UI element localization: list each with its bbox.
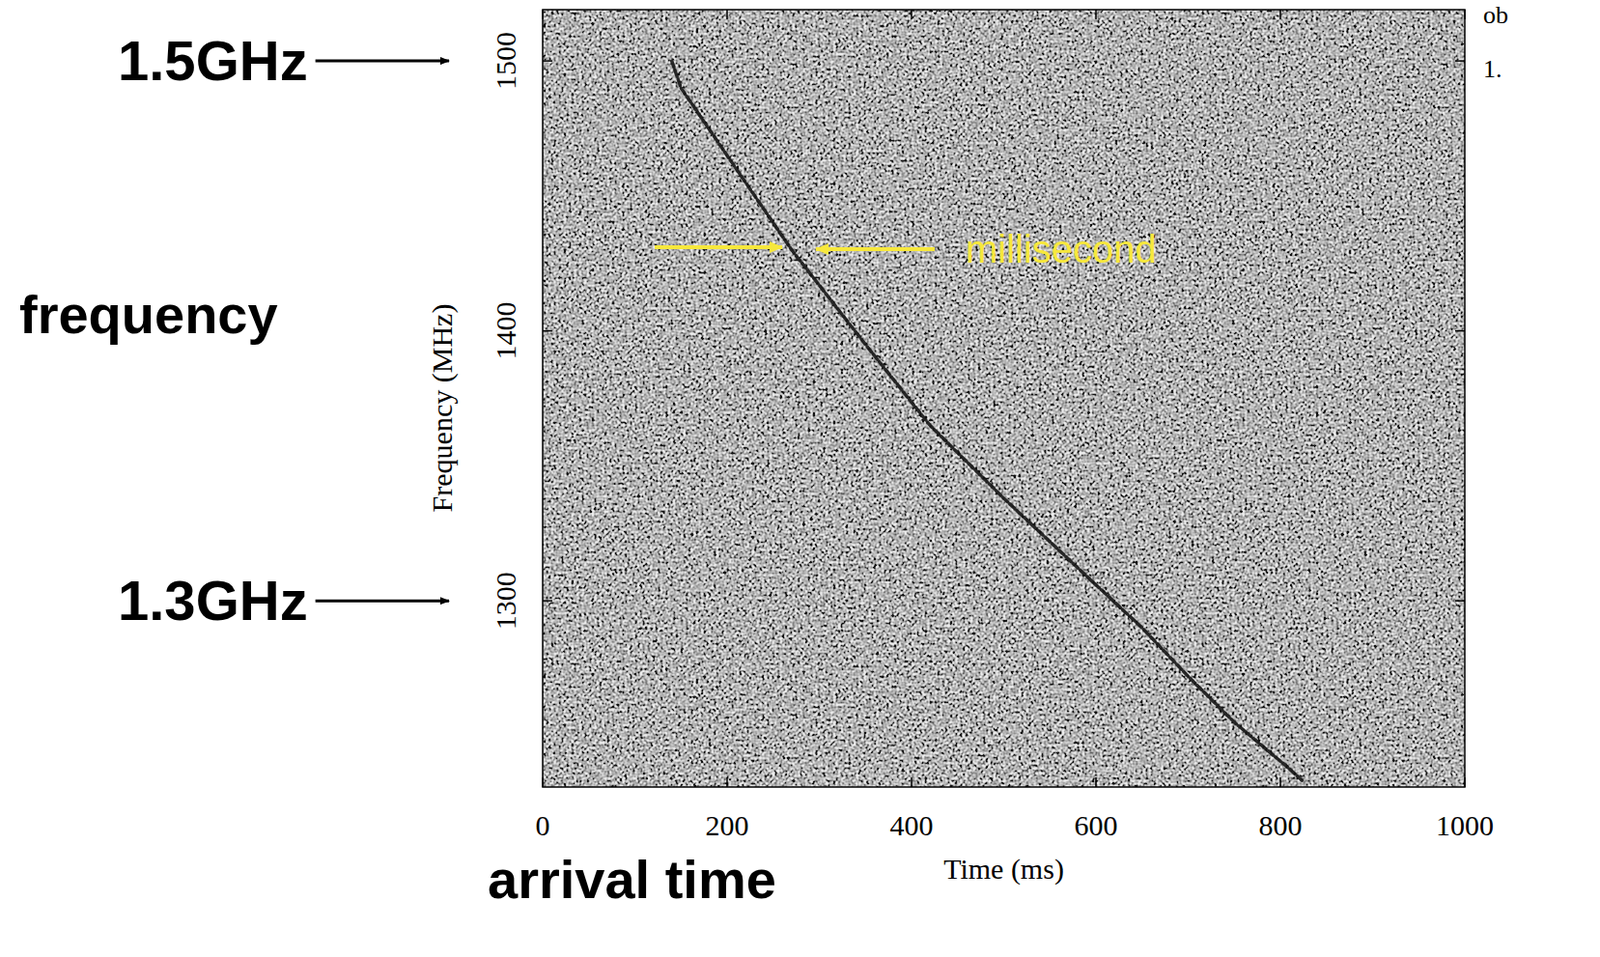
x-tick xyxy=(726,9,729,20)
millisecond-annotation: millisecond xyxy=(965,227,1157,271)
x-tick xyxy=(1094,9,1097,20)
x-tick xyxy=(910,9,913,20)
plot-background xyxy=(542,9,1465,787)
edge-text: ob xyxy=(1483,0,1509,29)
annotation-arrow xyxy=(815,247,935,252)
burst-sweep xyxy=(672,60,1304,782)
edge-text: 1. xyxy=(1483,55,1503,84)
x-tick-label: 1000 xyxy=(1435,809,1494,842)
x-tick-label: 0 xyxy=(535,809,551,842)
x-tick xyxy=(541,777,544,787)
x-tick xyxy=(910,777,913,787)
chart: 0 200 400 600 800 1000 1300 1400 1500 Time (ms) Fr… xyxy=(0,0,1600,957)
y-tick xyxy=(542,599,553,602)
y-tick xyxy=(542,59,553,62)
annotation-arrow xyxy=(654,245,783,250)
y-tick xyxy=(1455,599,1465,602)
ghz-annotation: 1.5GHz xyxy=(117,28,309,92)
y-tick xyxy=(542,330,553,333)
x-tick xyxy=(1279,9,1282,20)
x-tick xyxy=(1094,777,1097,787)
plot-frame xyxy=(542,9,1465,787)
arrival-time-annotation: arrival time xyxy=(487,848,777,910)
ghz-annotation: 1.3GHz xyxy=(117,568,309,632)
y-tick-label: 1300 xyxy=(489,571,522,630)
x-tick-label: 600 xyxy=(1074,809,1119,842)
plot-area xyxy=(672,60,1304,782)
x-tick xyxy=(1463,9,1466,20)
x-axis-title: Time (ms) xyxy=(943,852,1065,886)
noise-texture xyxy=(542,9,1465,787)
x-tick-label: 200 xyxy=(705,809,750,842)
x-tick-label: 800 xyxy=(1259,809,1303,842)
x-tick xyxy=(1463,777,1466,787)
y-tick-label: 1500 xyxy=(489,31,522,90)
y-tick xyxy=(1455,330,1465,333)
y-tick xyxy=(1455,59,1465,62)
x-tick-label: 400 xyxy=(890,809,934,842)
x-tick xyxy=(726,777,729,787)
y-tick-label: 1400 xyxy=(489,302,522,361)
y-axis-title: Frequency (MHz) xyxy=(425,304,459,513)
annotation-arrow xyxy=(315,59,450,63)
x-tick xyxy=(541,9,544,20)
x-tick xyxy=(1279,777,1282,787)
annotation-arrow xyxy=(315,599,450,603)
frequency-annotation: frequency xyxy=(19,283,279,345)
